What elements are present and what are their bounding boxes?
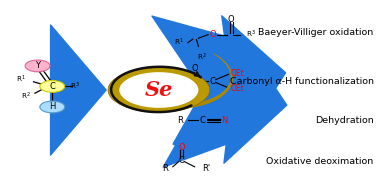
Circle shape bbox=[40, 80, 65, 92]
Text: H: H bbox=[49, 102, 56, 111]
Text: OEt: OEt bbox=[231, 84, 244, 93]
Text: R$^2$: R$^2$ bbox=[197, 52, 206, 63]
Text: Baeyer-Villiger oxidation: Baeyer-Villiger oxidation bbox=[258, 28, 373, 37]
Text: R$^3$: R$^3$ bbox=[70, 81, 80, 92]
Circle shape bbox=[25, 60, 50, 72]
Text: R$^1$: R$^1$ bbox=[174, 37, 184, 48]
Text: R: R bbox=[163, 164, 168, 173]
Text: O: O bbox=[178, 143, 185, 152]
Text: R': R' bbox=[202, 164, 210, 173]
Text: O: O bbox=[209, 30, 216, 39]
Text: Dehydration: Dehydration bbox=[315, 116, 373, 125]
Ellipse shape bbox=[119, 72, 198, 108]
Text: Carbonyl α-H functionalization: Carbonyl α-H functionalization bbox=[229, 76, 373, 86]
Text: N: N bbox=[222, 116, 228, 125]
Ellipse shape bbox=[108, 68, 210, 112]
Text: C: C bbox=[50, 82, 55, 91]
Text: Se: Se bbox=[145, 80, 173, 100]
Text: C: C bbox=[179, 156, 184, 165]
Text: OEt: OEt bbox=[231, 69, 244, 78]
Circle shape bbox=[40, 101, 65, 113]
Text: R$^1$: R$^1$ bbox=[16, 74, 26, 85]
Text: R: R bbox=[178, 76, 184, 86]
Text: Y: Y bbox=[35, 61, 40, 70]
Text: R: R bbox=[178, 116, 183, 125]
Text: C: C bbox=[200, 116, 206, 125]
Text: R$^3$: R$^3$ bbox=[246, 29, 256, 40]
Text: C: C bbox=[210, 76, 216, 86]
Text: O: O bbox=[227, 15, 234, 24]
Text: R$^2$: R$^2$ bbox=[21, 91, 31, 102]
Text: Oxidative deoximation: Oxidative deoximation bbox=[266, 157, 373, 166]
Text: O: O bbox=[191, 64, 198, 73]
